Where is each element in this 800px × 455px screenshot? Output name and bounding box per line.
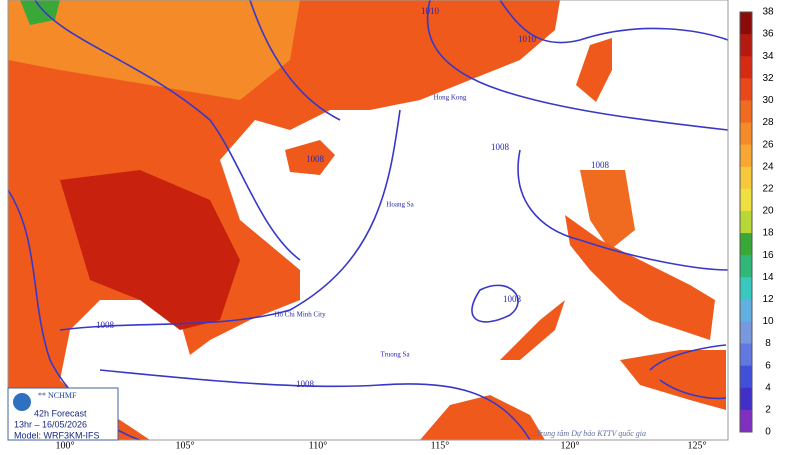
colorbar-label: 26 [762, 139, 774, 150]
place-label: Ho Chi Minh City [274, 311, 326, 319]
isobar-label: 1008 [503, 294, 522, 304]
longitude-label: 105° [176, 440, 195, 450]
colorbar-band [740, 166, 752, 190]
colorbar-label: 28 [762, 117, 774, 128]
colorbar-band [740, 233, 752, 256]
forecast-label: 42h Forecast [34, 408, 87, 418]
colorbar-label: 2 [765, 405, 771, 416]
colorbar-band [740, 409, 752, 433]
longitude-label: 115° [431, 440, 450, 450]
colorbar-band [740, 122, 752, 146]
colorbar-label: 20 [762, 206, 774, 217]
colorbar-band [740, 299, 752, 322]
isobar-label: 1008 [491, 142, 510, 152]
colorbar-band [740, 210, 752, 234]
colorbar-label: 0 [765, 427, 771, 438]
logo-text: ** NCHMF [38, 391, 77, 400]
colorbar-band [740, 277, 752, 300]
colorbar-band [740, 144, 752, 168]
colorbar-label: 18 [762, 228, 774, 239]
colorbar-label: 38 [762, 7, 774, 18]
colorbar-label: 14 [762, 272, 774, 283]
isobar-label: 1008 [96, 320, 115, 330]
longitude-label: 110° [309, 440, 328, 450]
colorbar-label: 12 [762, 294, 774, 305]
colorbar-band [740, 100, 752, 124]
colorbar-label: 32 [762, 73, 774, 84]
colorbar-band [740, 321, 752, 345]
place-label: Hoang Sa [386, 201, 414, 209]
forecast-time: 13hr – 16/05/2026 [14, 419, 87, 429]
credit: ...Trung tâm Dự báo KTTV quốc gia [530, 429, 646, 438]
colorbar-label: 36 [762, 29, 774, 40]
colorbar-label: 22 [762, 183, 774, 194]
isobar-label: 1008 [296, 379, 315, 389]
colorbar-band [740, 56, 752, 79]
place-label: Truong Sa [380, 351, 410, 359]
colorbar-band [740, 387, 752, 411]
longitude-label: 125° [688, 440, 707, 450]
isobar-label: 1010 [518, 34, 537, 44]
colorbar-band [740, 255, 752, 278]
colorbar-label: 4 [765, 382, 771, 393]
isobars [7, 0, 729, 441]
colorbar-label: 6 [765, 360, 771, 371]
isobar-label: 1008 [306, 154, 325, 164]
longitude-label: 100° [56, 440, 75, 450]
colorbar-band [740, 34, 752, 57]
colorbar-label: 34 [762, 51, 774, 62]
isobar-label: 1010 [421, 6, 440, 16]
colorbar-band [740, 12, 752, 35]
colorbar-band [740, 188, 752, 212]
place-label: Hong Kong [434, 94, 467, 102]
colorbar-label: 8 [765, 338, 771, 349]
isobar-label: 1008 [591, 160, 610, 170]
colorbar-label: 10 [762, 316, 774, 327]
colorbar-band [740, 78, 752, 101]
colorbar-band [740, 343, 752, 367]
colorbar-label: 16 [762, 250, 774, 261]
colorbar-label: 24 [762, 161, 774, 172]
longitude-label: 120° [561, 440, 580, 450]
colorbar-frame [739, 11, 753, 433]
logo-icon [13, 393, 31, 411]
map-frame [7, 0, 729, 441]
colorbar-band [740, 365, 752, 389]
colorbar-label: 30 [762, 95, 774, 106]
model-name: Model: WRF3KM-IFS [14, 430, 100, 440]
